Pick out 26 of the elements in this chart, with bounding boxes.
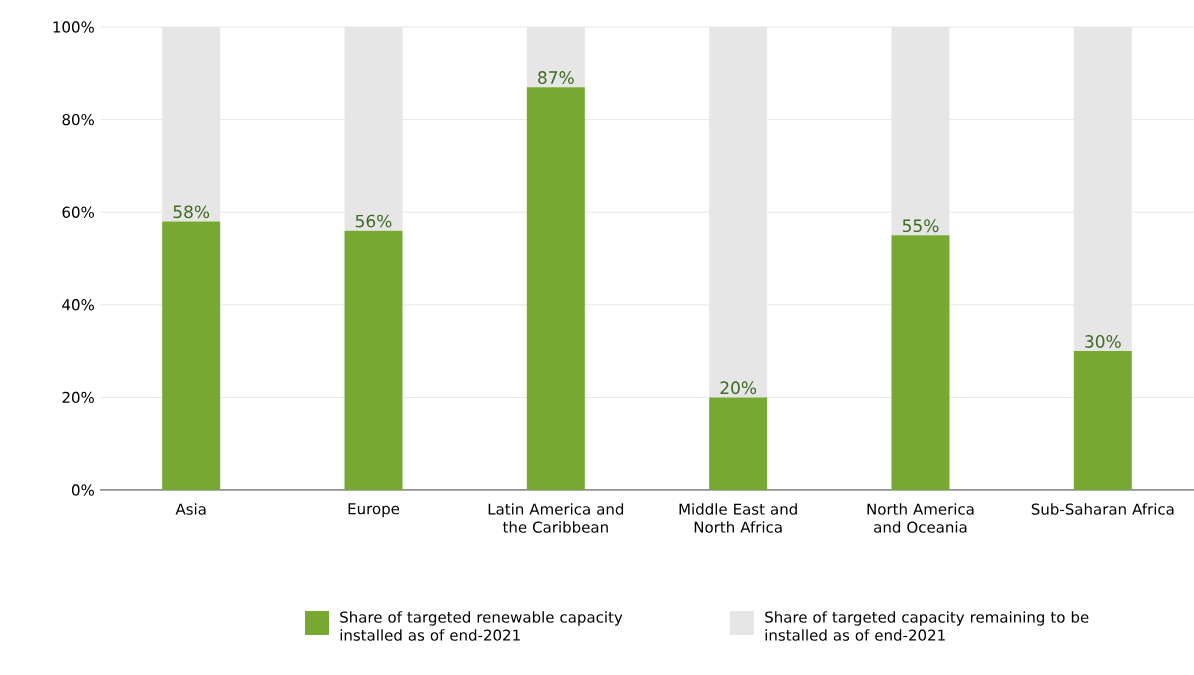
legend-label: Share of targeted renewable capacity installed as of end-2021	[340, 611, 623, 641]
data-label: 55%	[902, 219, 939, 233]
y-tick-label: 100%	[53, 21, 94, 33]
data-label: 20%	[720, 381, 757, 395]
data-label: 30%	[1085, 335, 1121, 348]
bar	[344, 230, 403, 490]
y-tick-label: 0%	[71, 484, 94, 496]
bar	[526, 87, 585, 490]
legend-label: Share of targeted capacity remaining to be installed as of end-2021	[765, 611, 1089, 641]
y-tick-label: 60%	[62, 206, 94, 218]
bar	[709, 397, 768, 490]
data-label: 56%	[355, 214, 392, 228]
x-tick-label: Europe	[348, 503, 400, 518]
data-label: 58%	[173, 205, 210, 219]
data-label: 87%	[538, 71, 574, 84]
x-tick-label: Sub-Saharan Africa	[1031, 503, 1174, 515]
x-tick-label: Asia	[175, 503, 206, 515]
bar	[1073, 351, 1132, 490]
y-tick-label: 80%	[62, 113, 94, 126]
x-tick-label: Latin America and the Caribbean	[488, 503, 624, 533]
x-tick-label: Middle East and North Africa	[679, 503, 797, 533]
bar	[891, 235, 950, 490]
y-tick-label: 20%	[62, 391, 94, 404]
bar	[162, 221, 221, 490]
x-tick-label: North America and Oceania	[867, 503, 974, 533]
y-tick-label: 40%	[62, 299, 94, 311]
